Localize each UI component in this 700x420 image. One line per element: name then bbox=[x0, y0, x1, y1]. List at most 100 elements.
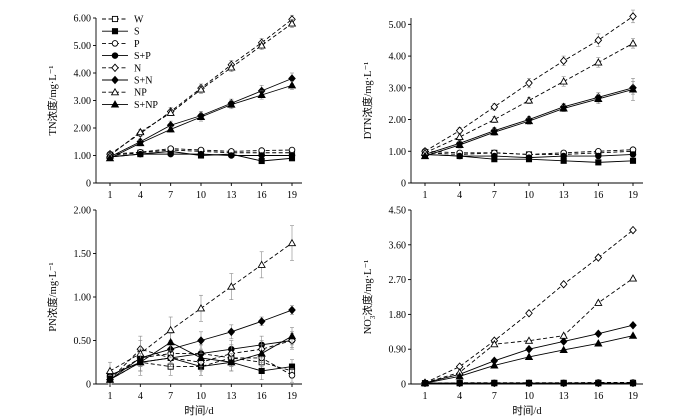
series-no3-NP bbox=[420, 274, 638, 386]
data-point bbox=[559, 331, 568, 339]
x-tick-label-tn: 1 bbox=[108, 190, 113, 201]
data-point bbox=[257, 41, 266, 49]
legend-label-NP: NP bbox=[134, 88, 147, 99]
data-point bbox=[628, 85, 638, 93]
data-point bbox=[559, 279, 568, 289]
y-tick-label-tn: 5.00 bbox=[74, 41, 92, 52]
data-point bbox=[491, 152, 498, 160]
panel-no3: 0 0.90 1.80 2.70 3.60 4.50 1 4 7 10 13 16 19 时间/d NO3−… bbox=[361, 206, 643, 417]
legend-label-SN: S+N bbox=[134, 76, 152, 87]
data-point bbox=[258, 152, 265, 159]
legend-marker-SNP bbox=[110, 100, 120, 108]
data-point bbox=[559, 337, 568, 346]
y-tick-label-no3: 1.80 bbox=[389, 310, 407, 321]
x-tick-label-no3: 13 bbox=[559, 391, 569, 402]
y-tick-label-pn: 1.00 bbox=[74, 293, 92, 304]
series-no3-SP bbox=[421, 379, 637, 387]
y-tick-label-pn: 1.50 bbox=[74, 249, 92, 260]
legend-label-SNP: S+NP bbox=[134, 100, 158, 111]
data-point bbox=[628, 274, 638, 282]
legend-marker-NP bbox=[110, 87, 120, 96]
data-point bbox=[629, 379, 637, 387]
panel-dtn: 0 1.00 2.00 3.00 4.00 5.00 1 4 7 10 13 16 19 DTN浓度/mg… bbox=[361, 9, 643, 201]
y-tick-label-no3: 3.60 bbox=[389, 240, 407, 251]
x-tick-label-pn: 1 bbox=[108, 391, 113, 402]
data-point bbox=[258, 157, 265, 165]
x-axis-title-pn: 时间/d bbox=[184, 404, 214, 417]
x-tick-label-no3: 1 bbox=[423, 391, 428, 402]
series-no3-SNP bbox=[420, 331, 638, 387]
y-tick-label-tn: 3.00 bbox=[74, 96, 92, 107]
data-point bbox=[197, 336, 205, 345]
y-axis-title-no3: NO3−浓度/mg·L⁻¹ bbox=[361, 260, 377, 335]
x-axis-title-no3: 时间/d bbox=[512, 404, 542, 417]
data-point bbox=[595, 152, 602, 160]
data-point bbox=[257, 349, 266, 357]
x-tick-label-no3: 16 bbox=[593, 391, 603, 402]
data-point bbox=[594, 329, 603, 339]
data-point bbox=[167, 145, 174, 152]
y-axis-title-pn: PN浓度/mg·L⁻¹ bbox=[46, 262, 59, 331]
y-tick-label-tn: 1.00 bbox=[74, 151, 92, 162]
x-tick-label-dtn: 1 bbox=[423, 190, 428, 201]
data-point bbox=[136, 138, 145, 147]
x-tick-label-tn: 10 bbox=[196, 190, 206, 201]
legend-label-P: P bbox=[134, 39, 140, 50]
data-point bbox=[560, 379, 567, 387]
legend-marker-P bbox=[111, 40, 119, 47]
data-point bbox=[455, 140, 464, 148]
data-point bbox=[196, 303, 206, 312]
y-tick-label-no3: 4.50 bbox=[389, 206, 407, 217]
y-tick-label-pn: 0.50 bbox=[74, 336, 92, 347]
data-point bbox=[594, 58, 603, 66]
x-tick-label-dtn: 16 bbox=[593, 190, 603, 201]
series-line bbox=[424, 278, 634, 384]
y-tick-label-tn: 4.00 bbox=[74, 69, 92, 80]
legend-marker-N bbox=[111, 63, 119, 73]
data-point bbox=[105, 375, 115, 383]
data-point bbox=[166, 337, 175, 346]
x-tick-label-dtn: 4 bbox=[457, 190, 462, 201]
x-tick-label-pn: 4 bbox=[138, 391, 143, 402]
x-tick-label-tn: 7 bbox=[168, 190, 173, 201]
data-point bbox=[455, 132, 464, 141]
data-point bbox=[490, 102, 499, 112]
data-point bbox=[257, 90, 266, 99]
y-tick-label-dtn: 3.00 bbox=[389, 83, 407, 94]
y-tick-label-pn: 0 bbox=[86, 380, 91, 391]
data-point bbox=[628, 331, 638, 339]
data-point bbox=[491, 379, 498, 387]
data-point bbox=[105, 366, 115, 374]
data-point bbox=[629, 225, 637, 235]
data-point bbox=[227, 63, 236, 71]
data-point bbox=[196, 85, 206, 93]
data-point bbox=[197, 150, 205, 158]
data-point bbox=[288, 146, 296, 154]
data-point bbox=[287, 19, 297, 27]
data-point bbox=[525, 154, 533, 161]
x-tick-label-pn: 10 bbox=[196, 391, 206, 402]
data-point bbox=[228, 152, 235, 159]
x-tick-label-pn: 7 bbox=[168, 391, 173, 402]
series-dtn-N bbox=[421, 9, 637, 156]
x-tick-label-pn: 16 bbox=[257, 391, 267, 402]
data-point bbox=[525, 344, 533, 354]
series-pn-SNP bbox=[105, 327, 297, 385]
data-point bbox=[490, 361, 499, 369]
data-point bbox=[227, 282, 236, 290]
x-tick-label-dtn: 10 bbox=[524, 190, 534, 201]
y-tick-label-tn: 6.00 bbox=[74, 14, 92, 25]
data-point bbox=[594, 339, 603, 347]
y-tick-label-dtn: 2.00 bbox=[389, 115, 407, 126]
x-tick-label-pn: 19 bbox=[287, 391, 297, 402]
data-point bbox=[227, 357, 236, 366]
y-tick-label-no3: 2.70 bbox=[389, 275, 407, 286]
data-point bbox=[420, 151, 430, 160]
x-tick-label-no3: 4 bbox=[457, 391, 462, 402]
data-point bbox=[594, 94, 603, 102]
data-point bbox=[594, 253, 603, 262]
x-tick-label-no3: 10 bbox=[524, 391, 534, 402]
data-point bbox=[490, 127, 499, 136]
